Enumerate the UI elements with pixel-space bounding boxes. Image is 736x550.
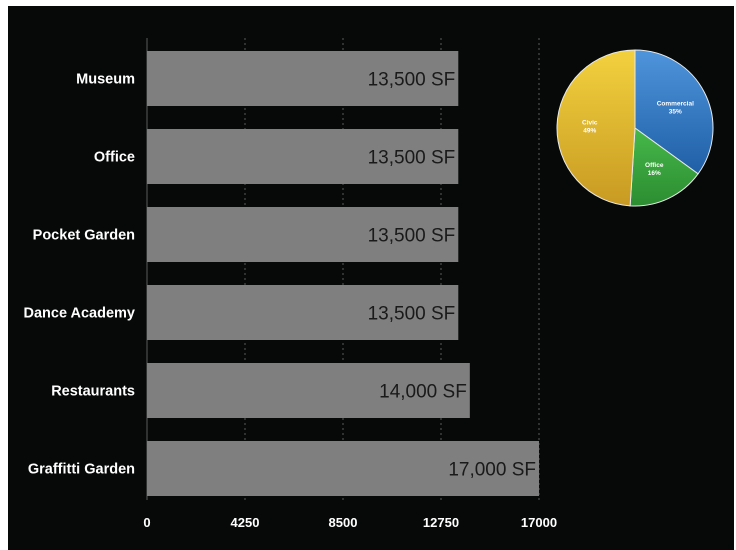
category-label: Dance Academy: [24, 306, 136, 322]
pie-slice-value: 16%: [648, 170, 661, 177]
pie-slice-label: Commercial: [657, 100, 694, 107]
tick-label: 12750: [423, 515, 459, 530]
bar: [147, 129, 459, 184]
tick-label: 4250: [231, 515, 260, 530]
bar: [147, 285, 459, 340]
x-axis-ticks: 0 4250 8500 12750 17000: [143, 515, 557, 530]
data-label: 13,500 SF: [368, 70, 456, 91]
pie-slice-value: 49%: [583, 128, 596, 135]
pie-slice: [634, 49, 714, 175]
pie-slice-label: Office: [645, 162, 664, 169]
data-label: 13,500 SF: [368, 304, 456, 325]
pie-slice: [629, 127, 699, 207]
bar: [147, 441, 539, 496]
category-label: Restaurants: [51, 384, 135, 400]
category-label: Museum: [76, 72, 135, 88]
data-label: 13,500 SF: [368, 148, 456, 169]
tick-label: 17000: [521, 515, 557, 530]
pie-slice: [556, 49, 636, 207]
bar: [147, 363, 470, 418]
category-label: Pocket Garden: [33, 228, 135, 244]
pie-slice-label: Civic: [582, 120, 598, 127]
category-label: Office: [94, 150, 135, 166]
data-label: 17,000 SF: [448, 460, 536, 481]
tick-label: 0: [143, 515, 150, 530]
bar-series: Museum 13,500 SF Office 13,500 SF Pocket Gar…: [24, 51, 539, 496]
bar: [147, 207, 459, 262]
category-label: Graffitti Garden: [28, 462, 135, 478]
pie-slice-value: 35%: [669, 108, 682, 115]
tick-label: 8500: [329, 515, 358, 530]
grid-lines: [146, 38, 540, 500]
data-label: 13,500 SF: [368, 226, 456, 247]
data-label: 14,000 SF: [379, 382, 467, 403]
bar: [147, 51, 459, 106]
